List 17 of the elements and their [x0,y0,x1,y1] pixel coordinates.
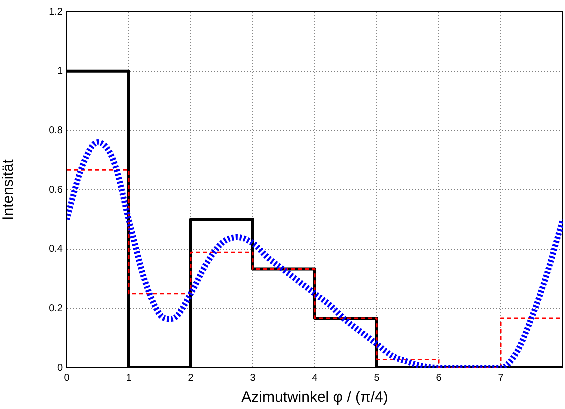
y-tick-label: 0.6 [49,184,64,196]
y-axis-title: Intensität [0,158,18,220]
y-tick-label: 0 [57,362,64,374]
x-tick-label: 1 [126,372,132,384]
y-tick-label: 0.8 [49,125,64,136]
x-tick-label: 4 [312,372,318,384]
x-tick-label: 7 [498,372,504,384]
y-tick-label: 1 [57,66,64,78]
y-tick-label: 1.2 [49,6,64,18]
y-tick-label: 0.4 [49,244,64,256]
y-tick-label: 0.2 [49,303,64,314]
x-axis-title: Azimutwinkel φ / (π/4) [242,389,388,406]
x-tick-label: 5 [374,372,380,384]
x-tick-label: 0 [64,372,70,384]
x-tick-label: 2 [188,372,194,384]
x-tick-label: 6 [436,372,442,384]
x-tick-label: 3 [250,372,256,384]
